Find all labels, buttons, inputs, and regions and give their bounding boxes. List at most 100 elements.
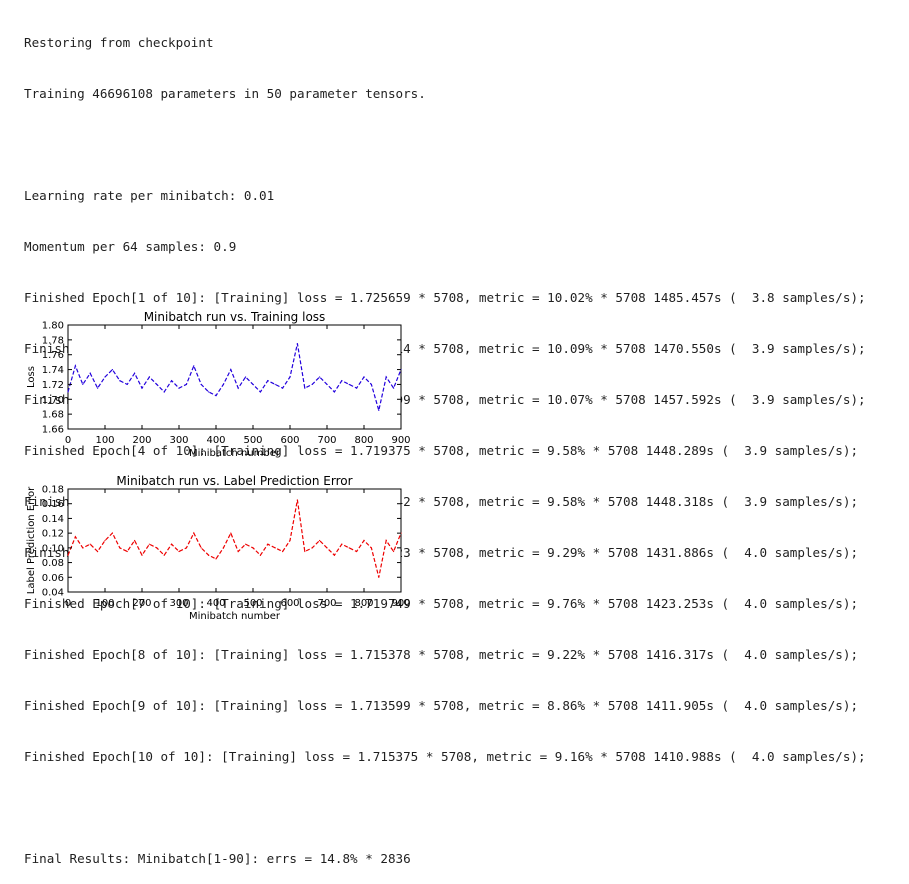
loss-data-point [282,387,284,389]
loss-data-point [89,372,91,374]
loss-x-axis-label: Minibatch number [189,448,281,459]
log-line-epoch-4: Finished Epoch[4 of 10]: [Training] loss… [24,443,859,458]
log-line-epoch-7: Finished Epoch[7 of 10]: [Training] loss… [24,596,859,611]
loss-x-tick-label: 200 [132,435,151,446]
error-data-point [185,547,187,549]
loss-x-tick-label: 700 [317,435,336,446]
error-data-point [348,547,350,549]
loss-data-point [67,391,69,393]
loss-data-point [326,383,328,386]
log-line-epoch-1: Finished Epoch[1 of 10]: [Training] loss… [24,290,866,305]
error-x-axis-label: Minibatch number [189,611,281,622]
error-data-point [356,550,358,553]
error-data-point [370,547,372,549]
error-data-point [252,547,254,549]
loss-y-tick-label: 1.68 [42,410,64,421]
loss-data-point [134,372,136,374]
loss-data-point [274,383,276,386]
error-data-point [296,499,298,501]
loss-data-point [296,342,298,345]
loss-x-tick-label: 800 [354,435,373,446]
loss-data-point [237,387,239,389]
error-data-point [141,554,143,556]
loss-data-point [193,365,195,367]
error-data-point [163,554,165,556]
error-x-tick-label: 300 [169,598,188,609]
error-y-tick-label: 0.06 [42,573,64,584]
error-data-point [230,532,232,534]
error-data-point [208,554,210,556]
error-data-point [282,550,284,553]
error-y-tick-label: 0.12 [42,529,64,540]
loss-data-point [356,387,358,389]
loss-data-point [311,383,313,386]
error-data-point [304,550,306,553]
error-data-point [341,543,343,545]
loss-data-point [215,394,217,397]
loss-data-point [111,368,113,371]
error-data-point [326,547,328,549]
error-data-point [274,547,276,549]
log-line-momentum: Momentum per 64 samples: 0.9 [24,239,237,254]
error-data-point [222,547,224,549]
loss-y-tick-label: 1.78 [42,335,64,346]
loss-data-point [171,380,173,382]
loss-plot-frame [67,324,402,430]
error-data-point [333,554,335,556]
loss-data-point [319,376,321,378]
error-data-point [200,547,202,549]
error-data-point [134,539,136,542]
error-y-tick-label: 0.16 [42,499,64,510]
loss-data-point [289,376,291,378]
error-x-tick-label: 100 [95,598,114,609]
error-data-point [319,539,321,542]
log-line-epoch-8: Finished Epoch[8 of 10]: [Training] loss… [24,647,859,662]
loss-data-point [304,387,306,389]
log-line-learning-rate: Learning rate per minibatch: 0.01 [24,188,275,203]
loss-chart: 0 100 200 300 400 500 600 700 800 900 1.66 1.68 1.70… [0,305,420,465]
loss-chart-title: Minibatch run vs. Training loss [144,310,326,324]
loss-y-tick-label: 1.80 [42,321,64,332]
error-data-point [74,536,76,538]
error-data-point [378,576,380,578]
log-line-epoch-10: Finished Epoch[10 of 10]: [Training] los… [24,749,866,764]
error-data-point [289,539,291,542]
loss-data-point [341,380,343,382]
loss-data-point [208,391,210,393]
loss-series-line [67,343,402,411]
error-data-point [148,543,150,545]
loss-data-point [245,376,247,378]
error-data-point [193,532,195,534]
loss-data-point [333,391,335,393]
loss-data-point [82,383,84,386]
log-line-final-results: Final Results: Minibatch[1-90]: errs = 1… [24,851,411,866]
loss-y-tick-label: 1.72 [42,380,64,391]
loss-x-tick-label: 500 [243,435,262,446]
loss-y-tick-label: 1.74 [42,365,64,376]
loss-x-tick-label: 900 [391,435,410,446]
loss-data-point [74,365,76,367]
loss-data-point [104,376,106,378]
loss-data-point [259,391,261,393]
loss-data-point [126,383,128,386]
loss-data-point [163,391,165,393]
loss-x-tick-label: 400 [206,435,225,446]
error-data-point [267,543,269,545]
loss-y-axis-label: Loss [26,366,37,388]
loss-data-point [230,368,232,371]
log-line-restoring: Restoring from checkpoint [24,35,214,50]
loss-data-point [378,409,380,412]
error-chart-svg: 0 100 200 300 400 500 600 700 800 900 0.04 0.06 0.08… [26,474,411,622]
error-x-tick-label: 900 [391,598,410,609]
error-data-point [393,550,395,553]
loss-data-point [178,387,180,389]
error-x-tick-label: 400 [206,598,225,609]
error-plot-frame [67,488,402,593]
loss-x-tick-label: 600 [280,435,299,446]
loss-x-tick-label: 0 [65,435,71,446]
loss-data-point [141,387,143,389]
log-line-epoch-9: Finished Epoch[9 of 10]: [Training] loss… [24,698,859,713]
error-data-point [89,543,91,545]
error-y-axis-label: Label Prediction Error [26,486,37,594]
error-data-point [237,550,239,553]
